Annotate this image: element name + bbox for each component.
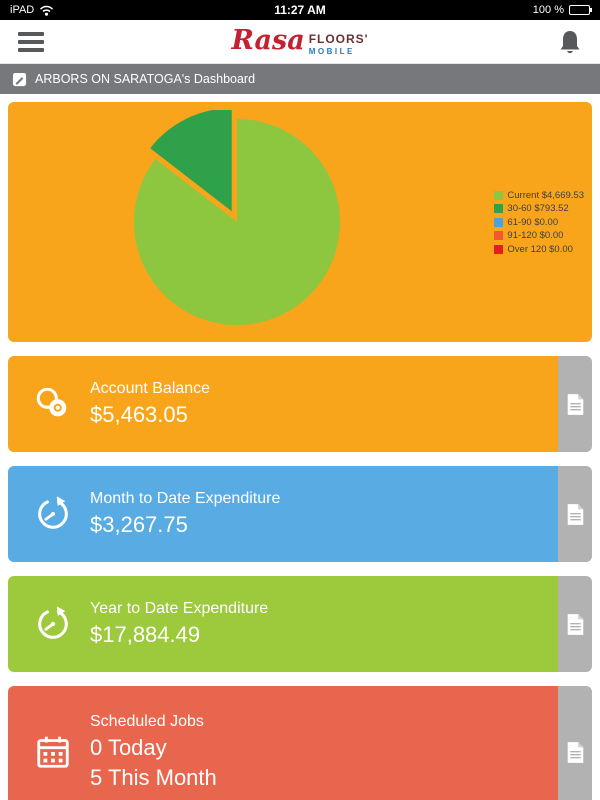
wifi-icon [40, 5, 54, 16]
card-value: $17,884.49 [90, 621, 201, 647]
card-value: 0 Today [90, 734, 167, 760]
notifications-button[interactable] [558, 29, 582, 60]
card-main[interactable]: Month to Date Expenditure $3,267.75 [8, 466, 558, 562]
card-main[interactable]: Year to Date Expenditure $17,884.49 [8, 576, 558, 672]
chart-card: Current $4,669.53 30-60 $793.52 61-90 $0.0… [8, 102, 592, 342]
card-title: Scheduled Jobs [90, 712, 204, 730]
card-main[interactable]: Account Balance $5,463.05 [8, 356, 558, 452]
pie-chart [134, 110, 340, 325]
status-bar: iPAD 11:27 AM 100 % [0, 0, 600, 20]
card-detail-button[interactable] [558, 686, 592, 800]
document-icon [566, 613, 585, 636]
logo-floors: FLOORS' [308, 32, 369, 46]
legend-label: Current $4,669.53 [507, 189, 584, 201]
battery-label: 100 % [532, 4, 564, 16]
document-icon [566, 393, 585, 416]
bell-icon [560, 31, 580, 54]
gauge-icon [34, 605, 72, 643]
app-logo: Rasa FLOORS' MOBILE [231, 27, 368, 56]
legend-swatch [494, 190, 504, 200]
pie-slice-current [134, 119, 340, 325]
card-value-secondary: 5 This Month [90, 765, 217, 790]
nav-bar: Rasa FLOORS' MOBILE [0, 20, 600, 64]
card-title: Month to Date Expenditure [90, 489, 281, 507]
legend-label: 61-90 $0.00 [507, 216, 559, 228]
coins-icon [34, 385, 72, 423]
legend-label: 30-60 $793.52 [507, 203, 569, 214]
legend-item: 61-90 $0.00 [494, 217, 584, 228]
legend-label: 91-120 $0.00 [507, 230, 564, 241]
card-detail-button[interactable] [558, 466, 592, 562]
legend-item: Current $4,669.53 [494, 190, 584, 201]
menu-button[interactable] [18, 31, 44, 52]
legend-label: Over 120 $0.00 [507, 243, 573, 255]
card-detail-button[interactable] [558, 576, 592, 672]
card-main[interactable]: Scheduled Jobs 0 Today 5 This Month [8, 686, 558, 800]
legend-swatch [494, 204, 504, 213]
legend-swatch [494, 244, 504, 254]
legend-item: Over 120 $0.00 [494, 244, 584, 255]
clock-label: 11:27 AM [274, 3, 326, 17]
carrier-label: iPAD [10, 4, 35, 16]
card-title: Account Balance [90, 379, 211, 397]
chart-legend: Current $4,669.53 30-60 $793.52 61-90 $0.0… [494, 187, 584, 257]
battery-icon [569, 5, 592, 15]
card-detail-button[interactable] [558, 356, 592, 452]
dashboard-content: Current $4,669.53 30-60 $793.52 61-90 $0.0… [0, 94, 600, 800]
card-value: $3,267.75 [90, 511, 188, 537]
card-scheduled-jobs[interactable]: Scheduled Jobs 0 Today 5 This Month [8, 686, 592, 800]
legend-swatch [494, 217, 504, 227]
breadcrumb: ARBORS ON SARATOGA's Dashboard [0, 64, 600, 94]
card-account-balance[interactable]: Account Balance $5,463.05 [8, 356, 592, 452]
legend-item: 91-120 $0.00 [494, 230, 584, 241]
document-icon [566, 741, 585, 764]
logo-rasa: Rasa [231, 25, 305, 56]
logo-mobile: MOBILE [308, 47, 355, 56]
dashboard-icon [12, 72, 27, 86]
document-icon [566, 503, 585, 526]
calendar-icon [34, 733, 72, 771]
pie-slice-30-60 [150, 110, 232, 212]
legend-item: 30-60 $793.52 [494, 203, 584, 214]
legend-swatch [494, 231, 504, 240]
card-title: Year to Date Expenditure [90, 599, 269, 617]
card-month-to-date-expenditure[interactable]: Month to Date Expenditure $3,267.75 [8, 466, 592, 562]
card-year-to-date-expenditure[interactable]: Year to Date Expenditure $17,884.49 [8, 576, 592, 672]
card-value: $5,463.05 [90, 401, 188, 427]
breadcrumb-title: ARBORS ON SARATOGA's Dashboard [35, 72, 256, 86]
cards: Account Balance $5,463.05 Month to Date … [8, 356, 592, 800]
gauge-icon [34, 495, 72, 533]
